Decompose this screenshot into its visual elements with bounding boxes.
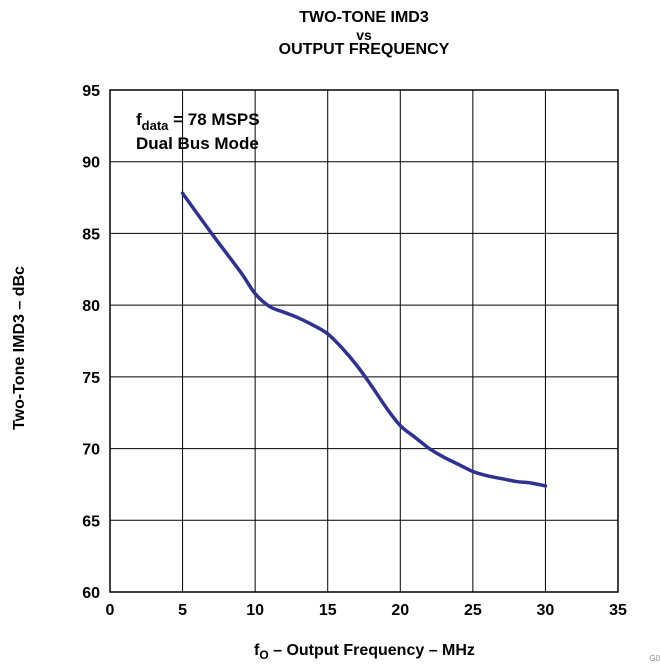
y-tick-label: 95	[82, 83, 100, 100]
x-axis-label-rest: – Output Frequency – MHz	[269, 642, 475, 659]
x-tick-label: 20	[391, 602, 409, 619]
figure-id: G0	[649, 654, 660, 663]
y-tick-label: 75	[82, 370, 100, 387]
annotation-subscript: data	[142, 118, 170, 133]
x-tick-label: 30	[537, 602, 555, 619]
x-tick-label: 35	[609, 602, 627, 619]
x-tick-label: 25	[464, 602, 482, 619]
series-layer	[180, 191, 548, 488]
y-tick-label: 70	[82, 442, 100, 459]
y-tick-label: 85	[82, 226, 100, 243]
x-tick-label: 15	[319, 602, 337, 619]
x-axis-label: fO – Output Frequency – MHz	[254, 642, 475, 662]
chart-title-line-3: OUTPUT FREQUENCY	[278, 41, 450, 58]
chart-title-line-1: TWO-TONE IMD3	[299, 9, 429, 26]
annotation-f: f	[136, 110, 142, 129]
x-axis-label-subscript: O	[259, 648, 268, 662]
x-tick-label: 10	[246, 602, 264, 619]
y-tick-label: 65	[82, 513, 100, 530]
x-tick-labels: 0 5 10 15 20 25 30 35	[106, 602, 627, 619]
plot-frame	[109, 89, 619, 593]
series-line	[180, 191, 548, 488]
annotation-line-1: fdata = 78 MSPS	[136, 110, 260, 133]
chart-title-line-2: vs	[356, 27, 372, 43]
grid	[109, 89, 619, 593]
x-tick-label: 5	[178, 602, 187, 619]
y-tick-label: 60	[82, 585, 100, 602]
annotation-line-2: Dual Bus Mode	[136, 134, 259, 153]
y-axis-label: Two-Tone IMD3 – dBc	[11, 266, 28, 430]
annotation-value: = 78 MSPS	[168, 110, 259, 129]
y-tick-label: 80	[82, 298, 100, 315]
y-tick-labels: 60 65 70 75 80 85 90 95	[82, 83, 100, 602]
y-tick-label: 90	[82, 155, 100, 172]
x-axis-label-f: f	[254, 642, 260, 659]
x-tick-label: 0	[106, 602, 115, 619]
